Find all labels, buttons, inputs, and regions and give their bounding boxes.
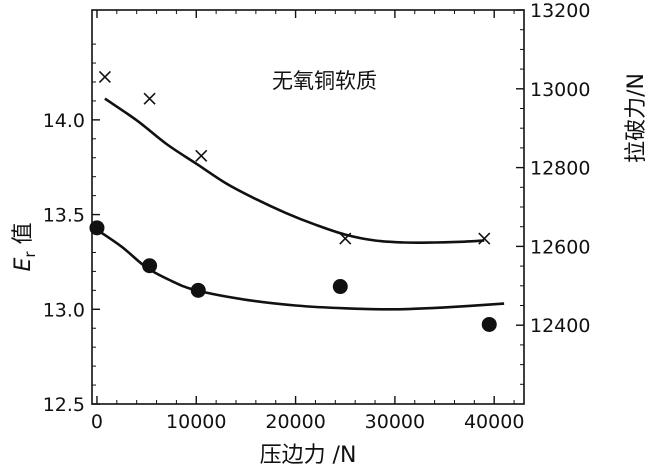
data-point-cross [478, 232, 491, 245]
y-left-tick-label: 12.5 [43, 394, 85, 416]
y-left-axis-var: E [11, 258, 36, 272]
data-point-circle [332, 279, 348, 295]
y-right-tick-label: 12600 [530, 236, 590, 258]
y-left-tick-label: 14.0 [43, 110, 85, 132]
data-point-circle [142, 258, 158, 274]
data-point-circle [190, 282, 206, 298]
x-axis-title: 压边力 /N [260, 443, 357, 468]
y-right-tick-label: 13000 [530, 79, 590, 101]
y-right-tick-label: 12800 [530, 158, 590, 180]
cross-stroke [98, 70, 111, 84]
plot-frame [91, 9, 525, 405]
tick-labels-layer: 0 10000 20000 30000 40000 12.5 13.0 13.5 14.0 124… [43, 0, 591, 433]
annotation-label: 无氧铜软质 [272, 69, 377, 93]
data-point-cross [143, 92, 156, 105]
y-left-axis-title: Er 值 [11, 222, 39, 271]
data-point-circle [481, 316, 497, 332]
data-point-cross [98, 70, 111, 84]
x-tick-label: 0 [91, 411, 103, 433]
curves-layer [96, 97, 505, 311]
y-right-tick-label: 13200 [530, 0, 590, 22]
x-tick-label: 30000 [365, 411, 425, 433]
cross-stroke [478, 232, 491, 245]
series-1-trend-curve [104, 97, 485, 244]
y-left-axis-suffix: 值 [11, 222, 36, 251]
data-point-cross [195, 149, 208, 162]
x-tick-label: 40000 [464, 411, 524, 433]
cross-stroke [143, 92, 156, 105]
data-point-cross [339, 232, 352, 245]
y-left-tick-label: 13.0 [43, 299, 85, 321]
x-tick-label: 10000 [166, 411, 226, 433]
series-0-trend-curve [96, 228, 505, 311]
y-left-axis-sub: r [21, 251, 39, 258]
y-right-axis-title: 拉破力/N [624, 73, 649, 163]
data-point-circle [89, 220, 105, 236]
y-right-tick-label: 12400 [530, 315, 590, 337]
cross-stroke [195, 149, 208, 162]
y-left-tick-label: 13.5 [43, 205, 85, 227]
markers-layer [89, 70, 497, 332]
x-tick-label: 20000 [265, 411, 325, 433]
cross-stroke [339, 232, 352, 245]
